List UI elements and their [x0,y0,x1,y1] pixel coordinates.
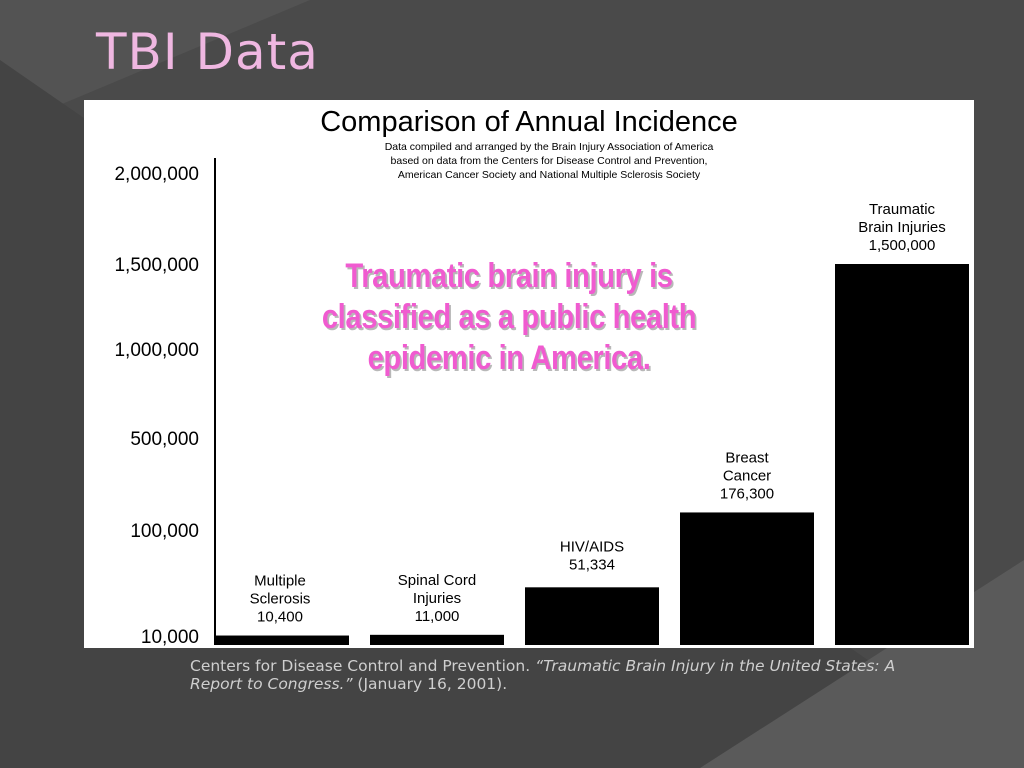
chart-subtitle-line: based on data from the Centers for Disea… [391,155,708,167]
citation-report-title: “Traumatic Brain Injury in the United St… [190,657,896,693]
bar [525,587,659,645]
chart-panel: Comparison of Annual Incidence Data comp… [84,100,974,648]
bar-chart: Comparison of Annual Incidence Data comp… [114,106,969,648]
bars [215,264,969,645]
bar-label: Sclerosis [250,591,311,608]
bar [215,635,349,645]
bar [370,634,504,645]
bar-label: 10,400 [257,609,303,626]
bar-label: HIV/AIDS [560,538,624,555]
bar [835,264,969,645]
bar-label: 51,334 [569,556,615,573]
bar-label: Brain Injuries [858,219,946,236]
bar-label: Injuries [413,590,461,607]
chart-subtitle: Data compiled and arranged by the Brain … [385,141,714,181]
bar-label: 11,000 [415,608,460,625]
y-axis: 10,000 100,000 500,000 1,000,000 1,500,000 2,… [114,158,216,648]
callout-text: Traumatic brain injury is classified as … [321,257,697,377]
bar-label: Traumatic [869,201,936,218]
citation-source: Centers for Disease Control and Preventi… [190,657,536,675]
bar [680,512,814,645]
bar-label: 176,300 [720,485,774,502]
slide-title: TBI Data [96,23,319,81]
bar-label: Cancer [723,467,771,484]
y-tick-label: 100,000 [130,521,199,542]
bar-label: Breast [725,449,769,466]
citation-date: (January 16, 2001). [352,675,508,693]
citation: Centers for Disease Control and Preventi… [190,657,950,693]
chart-title: Comparison of Annual Incidence [320,106,738,138]
chart-subtitle-line: Data compiled and arranged by the Brain … [385,141,714,153]
y-tick-label: 1,500,000 [114,255,199,276]
bar-label: Spinal Cord [398,572,476,589]
bar-label: Multiple [254,573,306,590]
y-tick-label: 500,000 [130,429,199,450]
chart-subtitle-line: American Cancer Society and National Mul… [398,169,701,181]
y-tick-label: 10,000 [141,627,199,648]
y-tick-label: 2,000,000 [114,164,199,185]
y-tick-label: 1,000,000 [114,340,199,361]
bar-label: 1,500,000 [869,237,936,254]
